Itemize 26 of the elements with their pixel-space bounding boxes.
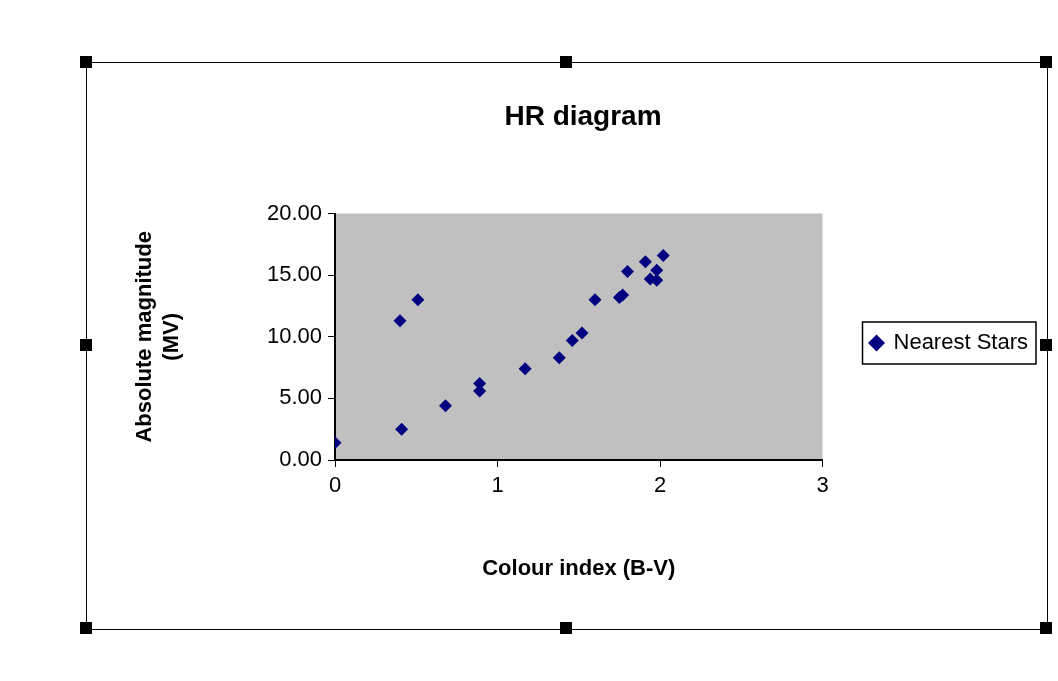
x-axis-title: Colour index (B-V) bbox=[482, 554, 676, 580]
y-tick-label: 0.00 bbox=[279, 446, 322, 472]
chart-title: HR diagram bbox=[504, 99, 662, 131]
point bbox=[565, 334, 579, 347]
point bbox=[656, 248, 670, 262]
y-tick-label: 15.00 bbox=[266, 261, 322, 287]
y-tick-label: 20.00 bbox=[266, 199, 322, 225]
y-tick-label: 5.00 bbox=[279, 384, 322, 410]
legend-label: Nearest Stars bbox=[893, 329, 1029, 355]
point bbox=[588, 293, 602, 307]
point bbox=[393, 314, 407, 328]
y-tick-label: 10.00 bbox=[266, 322, 322, 348]
x-tick-label: 0 bbox=[328, 472, 342, 498]
x-tick-label: 3 bbox=[816, 472, 829, 498]
x-tick-label: 1 bbox=[491, 472, 504, 498]
point bbox=[575, 326, 589, 340]
y-axis-title: Absolute magnitude (MV) bbox=[131, 231, 183, 443]
point bbox=[638, 255, 652, 269]
point bbox=[621, 265, 635, 278]
point bbox=[395, 422, 409, 436]
x-tick-label: 2 bbox=[653, 472, 667, 498]
point bbox=[439, 399, 452, 413]
point bbox=[552, 351, 566, 365]
point bbox=[411, 293, 425, 307]
point bbox=[518, 362, 532, 376]
point bbox=[650, 263, 664, 277]
